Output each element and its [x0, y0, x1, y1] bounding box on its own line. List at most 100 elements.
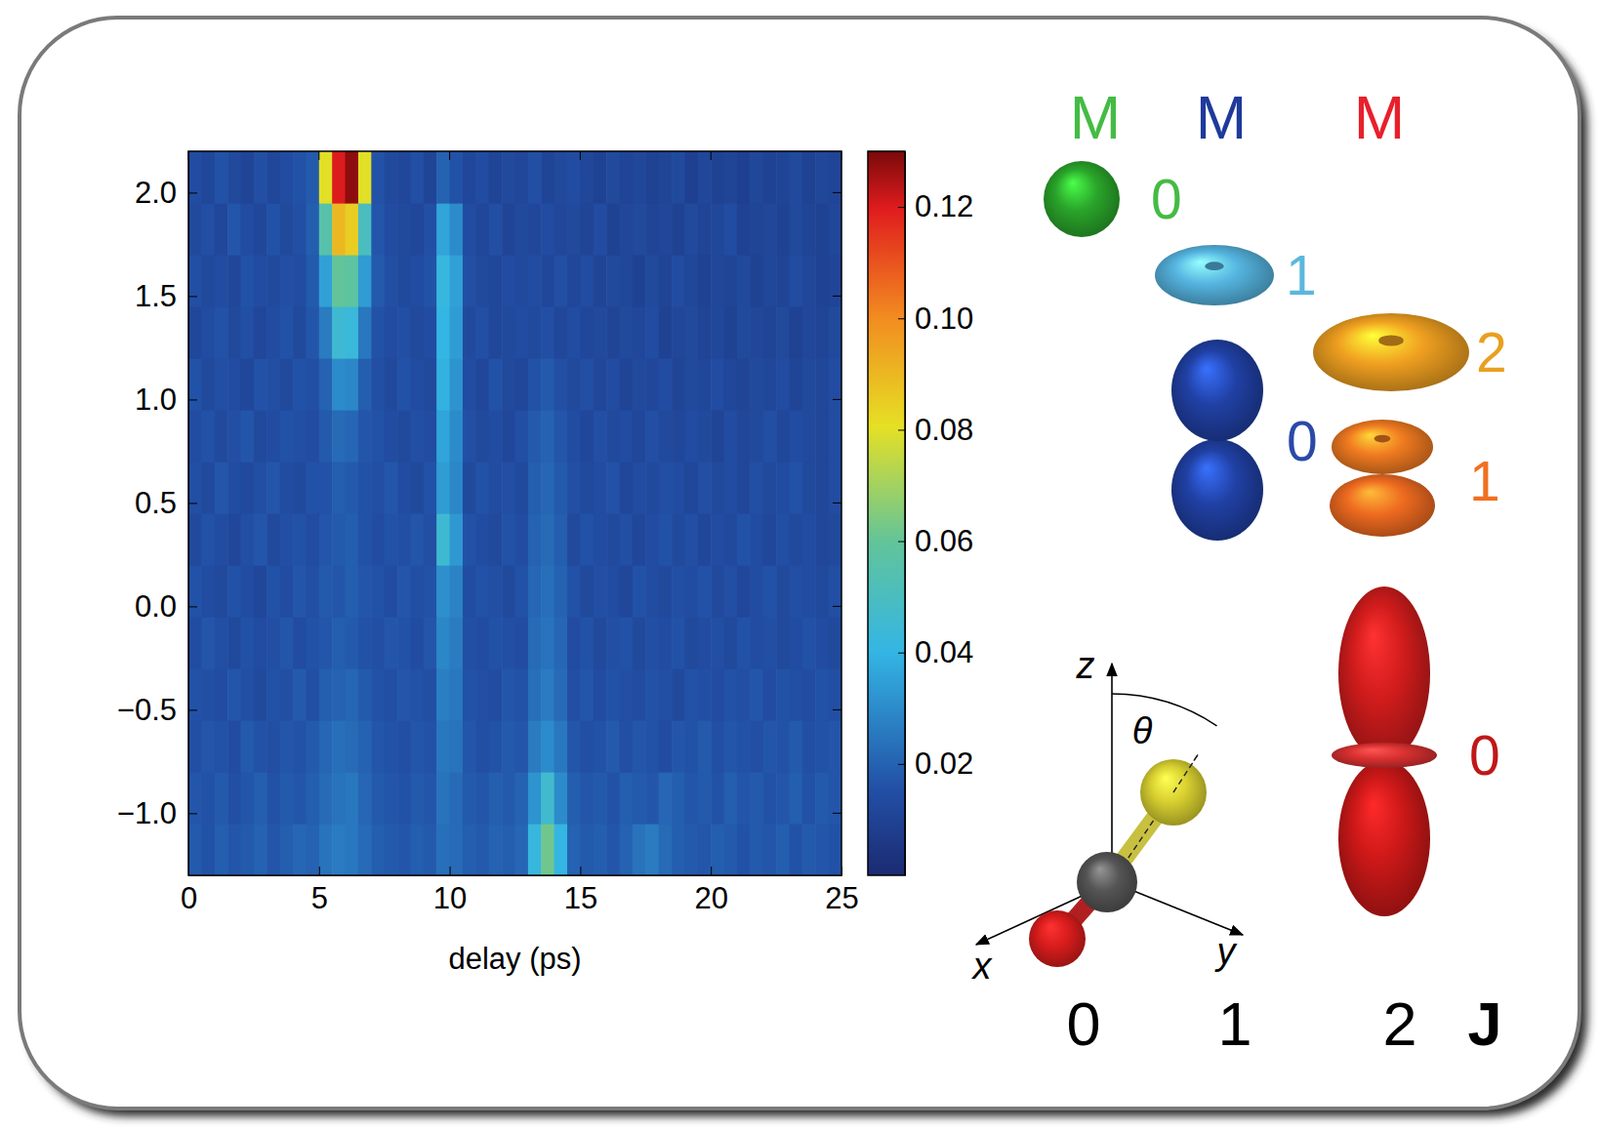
cell: [253, 772, 268, 825]
cell: [684, 513, 698, 567]
cell: [410, 720, 424, 774]
cell: [828, 668, 842, 722]
cell: [802, 461, 817, 515]
cell: [749, 151, 764, 205]
cell: [619, 668, 634, 722]
cell: [697, 720, 712, 774]
cell: [305, 358, 320, 411]
cell: [606, 565, 620, 618]
cell: [370, 772, 385, 825]
cell: [567, 306, 581, 360]
cell: [358, 306, 372, 360]
cell: [815, 461, 829, 515]
cell: [632, 720, 647, 774]
cell: [358, 151, 372, 205]
y-tick-label: 0.5: [134, 486, 177, 521]
cell: [776, 461, 790, 515]
cell: [749, 513, 764, 567]
cell: [815, 772, 829, 825]
cell: [724, 772, 739, 825]
cell: [684, 823, 698, 876]
colorbar-tick-label: 0.08: [914, 412, 974, 448]
cell: [253, 410, 268, 463]
cell: [515, 254, 530, 308]
cell: [410, 151, 424, 205]
colorbar-tick-mark: [898, 206, 905, 208]
cell: [619, 513, 634, 567]
cell: [266, 151, 281, 205]
cell: [593, 358, 608, 411]
coordinate-label: y: [1214, 931, 1238, 973]
cell: [319, 410, 333, 463]
cell: [475, 358, 490, 411]
cell: [501, 358, 516, 411]
m-header: M: [1195, 82, 1247, 152]
cell: [697, 410, 712, 463]
cell: [292, 358, 307, 411]
cell: [214, 720, 229, 774]
cell: [788, 410, 803, 463]
y-tick-mark-right: [832, 192, 842, 194]
cell: [397, 720, 411, 774]
molecule: [976, 663, 1243, 968]
cell: [788, 616, 803, 670]
cell: [501, 720, 516, 774]
cell: [214, 151, 229, 205]
cell: [292, 513, 307, 567]
cell: [593, 410, 608, 463]
cell: [697, 254, 712, 308]
cell: [710, 358, 725, 411]
colorbar-tick-mark: [898, 653, 905, 655]
cell: [280, 254, 294, 308]
x-tick-mark-top: [449, 151, 451, 161]
cell: [501, 565, 516, 618]
cell: [658, 513, 673, 567]
cell: [658, 151, 673, 205]
cell: [227, 358, 242, 411]
cell: [331, 772, 346, 825]
cell: [515, 203, 530, 256]
cell: [331, 616, 346, 670]
cell: [370, 461, 385, 515]
cell: [579, 461, 594, 515]
cell: [305, 616, 320, 670]
colorbar-tick: 0.02: [898, 746, 974, 781]
cell: [384, 772, 399, 825]
cell: [828, 358, 842, 411]
cell: [241, 358, 255, 411]
cell: [763, 772, 778, 825]
cell: [828, 616, 842, 670]
cell: [788, 668, 803, 722]
cell: [737, 720, 751, 774]
cell: [710, 254, 725, 308]
cell: [749, 772, 764, 825]
j-value: 1: [1217, 989, 1252, 1059]
cell: [619, 823, 634, 876]
cell: [319, 254, 333, 308]
cell: [423, 254, 438, 308]
cell: [540, 151, 555, 205]
cell: [606, 410, 620, 463]
cell: [606, 823, 620, 876]
cell: [632, 151, 647, 205]
cell: [370, 203, 385, 256]
cell: [358, 565, 372, 618]
cell: [331, 306, 346, 360]
cell: [710, 772, 725, 825]
colorbar-axis: 0.020.040.060.080.100.12: [898, 152, 974, 877]
cell: [345, 203, 360, 256]
cell: [658, 410, 673, 463]
cell: [554, 306, 569, 360]
cell: [501, 616, 516, 670]
cell: [645, 668, 659, 722]
cell: [554, 151, 569, 205]
x-tick-label: 5: [311, 881, 329, 916]
cell: [241, 823, 255, 876]
cell: [606, 720, 620, 774]
y-axis: −1.0−0.50.00.51.01.52.0: [117, 152, 198, 877]
x-tick-label: 15: [564, 881, 598, 916]
cell: [450, 203, 464, 256]
cells: [188, 151, 842, 876]
cell: [619, 616, 634, 670]
cell: [763, 358, 778, 411]
